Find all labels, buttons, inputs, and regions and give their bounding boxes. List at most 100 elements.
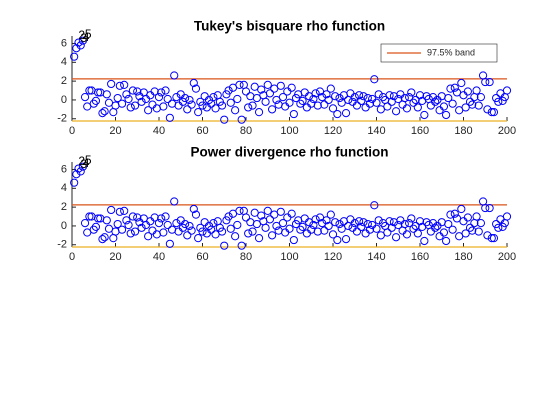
point — [183, 231, 192, 240]
point — [283, 213, 292, 222]
point — [341, 235, 351, 244]
point — [174, 227, 183, 236]
point — [450, 83, 459, 92]
point — [137, 223, 146, 232]
point — [89, 225, 98, 234]
point — [146, 217, 155, 226]
point — [248, 227, 257, 236]
point — [198, 101, 207, 110]
point — [241, 87, 251, 96]
point — [391, 107, 401, 116]
point — [444, 219, 453, 229]
point — [435, 232, 444, 241]
point — [302, 229, 311, 238]
point — [446, 84, 455, 93]
point — [159, 228, 168, 237]
point — [150, 87, 159, 96]
point — [415, 91, 425, 100]
point — [80, 219, 90, 228]
point — [263, 206, 272, 215]
point — [363, 93, 372, 103]
point — [187, 100, 196, 109]
point — [126, 229, 135, 238]
x-tick-label: 0 — [69, 251, 75, 263]
point — [278, 93, 288, 102]
x-tick-label: 0 — [69, 125, 75, 137]
point — [172, 219, 181, 228]
point — [124, 94, 133, 104]
point — [122, 90, 131, 99]
point — [331, 218, 340, 227]
point — [428, 93, 438, 102]
y-tick-label: 6 — [61, 163, 67, 175]
point — [281, 102, 290, 111]
point — [170, 71, 179, 80]
point — [331, 92, 340, 101]
point — [394, 94, 403, 104]
point — [233, 94, 242, 104]
point — [220, 115, 229, 124]
point — [448, 99, 457, 108]
point — [320, 226, 329, 235]
annotation: 4 — [83, 156, 90, 170]
point — [487, 108, 496, 117]
point — [400, 219, 409, 229]
point — [348, 223, 357, 232]
point — [450, 209, 459, 218]
point — [98, 235, 107, 244]
point — [320, 100, 329, 109]
point — [165, 113, 174, 122]
point — [311, 215, 320, 224]
point — [485, 203, 494, 213]
point — [133, 87, 142, 96]
point — [426, 101, 435, 110]
point — [72, 44, 81, 53]
point — [465, 97, 475, 106]
point — [298, 222, 307, 231]
point — [159, 102, 168, 111]
point — [298, 96, 307, 105]
point — [91, 96, 101, 105]
point — [161, 86, 170, 95]
point — [431, 223, 440, 232]
annotation: 3 — [81, 31, 88, 45]
point — [355, 217, 364, 226]
point — [485, 77, 494, 87]
point — [80, 93, 90, 102]
point — [194, 234, 203, 243]
point — [400, 93, 409, 103]
point — [494, 97, 503, 106]
x-tick-label: 80 — [240, 251, 252, 263]
point — [281, 228, 290, 237]
point — [302, 103, 311, 112]
point — [126, 103, 135, 112]
annotation: 5 — [85, 27, 92, 41]
point — [335, 219, 344, 229]
point — [161, 212, 170, 221]
x-tick-label: 40 — [153, 251, 165, 263]
annotation: 5 — [85, 153, 92, 167]
y-tick-label: 4 — [61, 182, 67, 194]
point — [120, 206, 129, 215]
point — [463, 213, 472, 222]
point — [165, 239, 174, 248]
point — [100, 107, 109, 116]
point — [352, 227, 362, 236]
point — [276, 207, 285, 216]
point — [98, 109, 107, 118]
y-tick-label: 2 — [61, 201, 67, 213]
point — [231, 232, 240, 241]
point — [74, 164, 83, 173]
point — [346, 89, 355, 98]
x-tick-label: 200 — [498, 251, 516, 263]
point — [224, 212, 233, 221]
point — [187, 226, 196, 235]
point — [261, 223, 270, 232]
point — [481, 77, 490, 87]
point — [474, 101, 483, 110]
point — [224, 86, 233, 95]
point — [261, 97, 270, 106]
point — [350, 93, 359, 102]
point — [476, 93, 485, 102]
